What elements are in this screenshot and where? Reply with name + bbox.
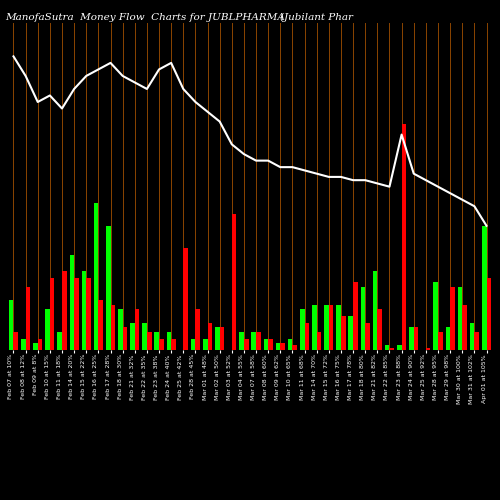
Bar [280, 343, 285, 350]
Bar [450, 287, 454, 350]
Bar [329, 305, 334, 350]
Bar [378, 310, 382, 350]
Bar [256, 332, 260, 350]
Bar [74, 278, 78, 350]
Bar [203, 338, 207, 350]
Bar [288, 338, 292, 350]
Bar [122, 328, 128, 350]
Bar [159, 338, 164, 350]
Bar [462, 305, 467, 350]
Bar [220, 328, 224, 350]
Bar [208, 323, 212, 350]
Bar [348, 316, 353, 350]
Bar [434, 282, 438, 350]
Bar [215, 328, 220, 350]
Bar [82, 271, 86, 350]
Bar [9, 300, 14, 350]
Bar [300, 310, 304, 350]
Bar [353, 282, 358, 350]
Bar [474, 332, 479, 350]
Text: (Jubilant Phar: (Jubilant Phar [280, 12, 353, 22]
Bar [14, 332, 18, 350]
Bar [292, 346, 297, 350]
Bar [446, 328, 450, 350]
Bar [402, 124, 406, 350]
Bar [397, 346, 402, 350]
Bar [70, 255, 74, 350]
Bar [252, 332, 256, 350]
Bar [240, 332, 244, 350]
Bar [147, 332, 152, 350]
Bar [106, 226, 110, 350]
Bar [232, 214, 236, 350]
Bar [33, 343, 38, 350]
Bar [46, 310, 50, 350]
Bar [438, 332, 442, 350]
Bar [341, 316, 345, 350]
Bar [184, 248, 188, 350]
Bar [390, 348, 394, 350]
Bar [276, 343, 280, 350]
Bar [50, 278, 54, 350]
Bar [86, 278, 91, 350]
Bar [264, 338, 268, 350]
Bar [142, 323, 147, 350]
Bar [130, 323, 135, 350]
Bar [118, 310, 122, 350]
Bar [482, 226, 486, 350]
Bar [62, 271, 66, 350]
Bar [316, 332, 322, 350]
Bar [26, 287, 30, 350]
Bar [171, 338, 176, 350]
Bar [458, 287, 462, 350]
Bar [324, 305, 329, 350]
Bar [360, 287, 365, 350]
Bar [304, 323, 309, 350]
Bar [486, 278, 491, 350]
Bar [409, 328, 414, 350]
Bar [58, 332, 62, 350]
Bar [414, 328, 418, 350]
Bar [372, 271, 378, 350]
Bar [336, 305, 341, 350]
Bar [312, 305, 316, 350]
Bar [268, 338, 273, 350]
Bar [94, 203, 98, 350]
Bar [38, 338, 43, 350]
Bar [365, 323, 370, 350]
Bar [154, 332, 159, 350]
Bar [385, 346, 390, 350]
Text: ManofaSutra  Money Flow  Charts for JUBLPHARMA: ManofaSutra Money Flow Charts for JUBLPH… [5, 12, 285, 22]
Bar [21, 338, 25, 350]
Bar [470, 323, 474, 350]
Bar [110, 305, 115, 350]
Bar [166, 332, 171, 350]
Bar [196, 310, 200, 350]
Bar [135, 310, 140, 350]
Bar [98, 300, 103, 350]
Bar [191, 338, 196, 350]
Bar [244, 338, 248, 350]
Bar [426, 348, 430, 350]
